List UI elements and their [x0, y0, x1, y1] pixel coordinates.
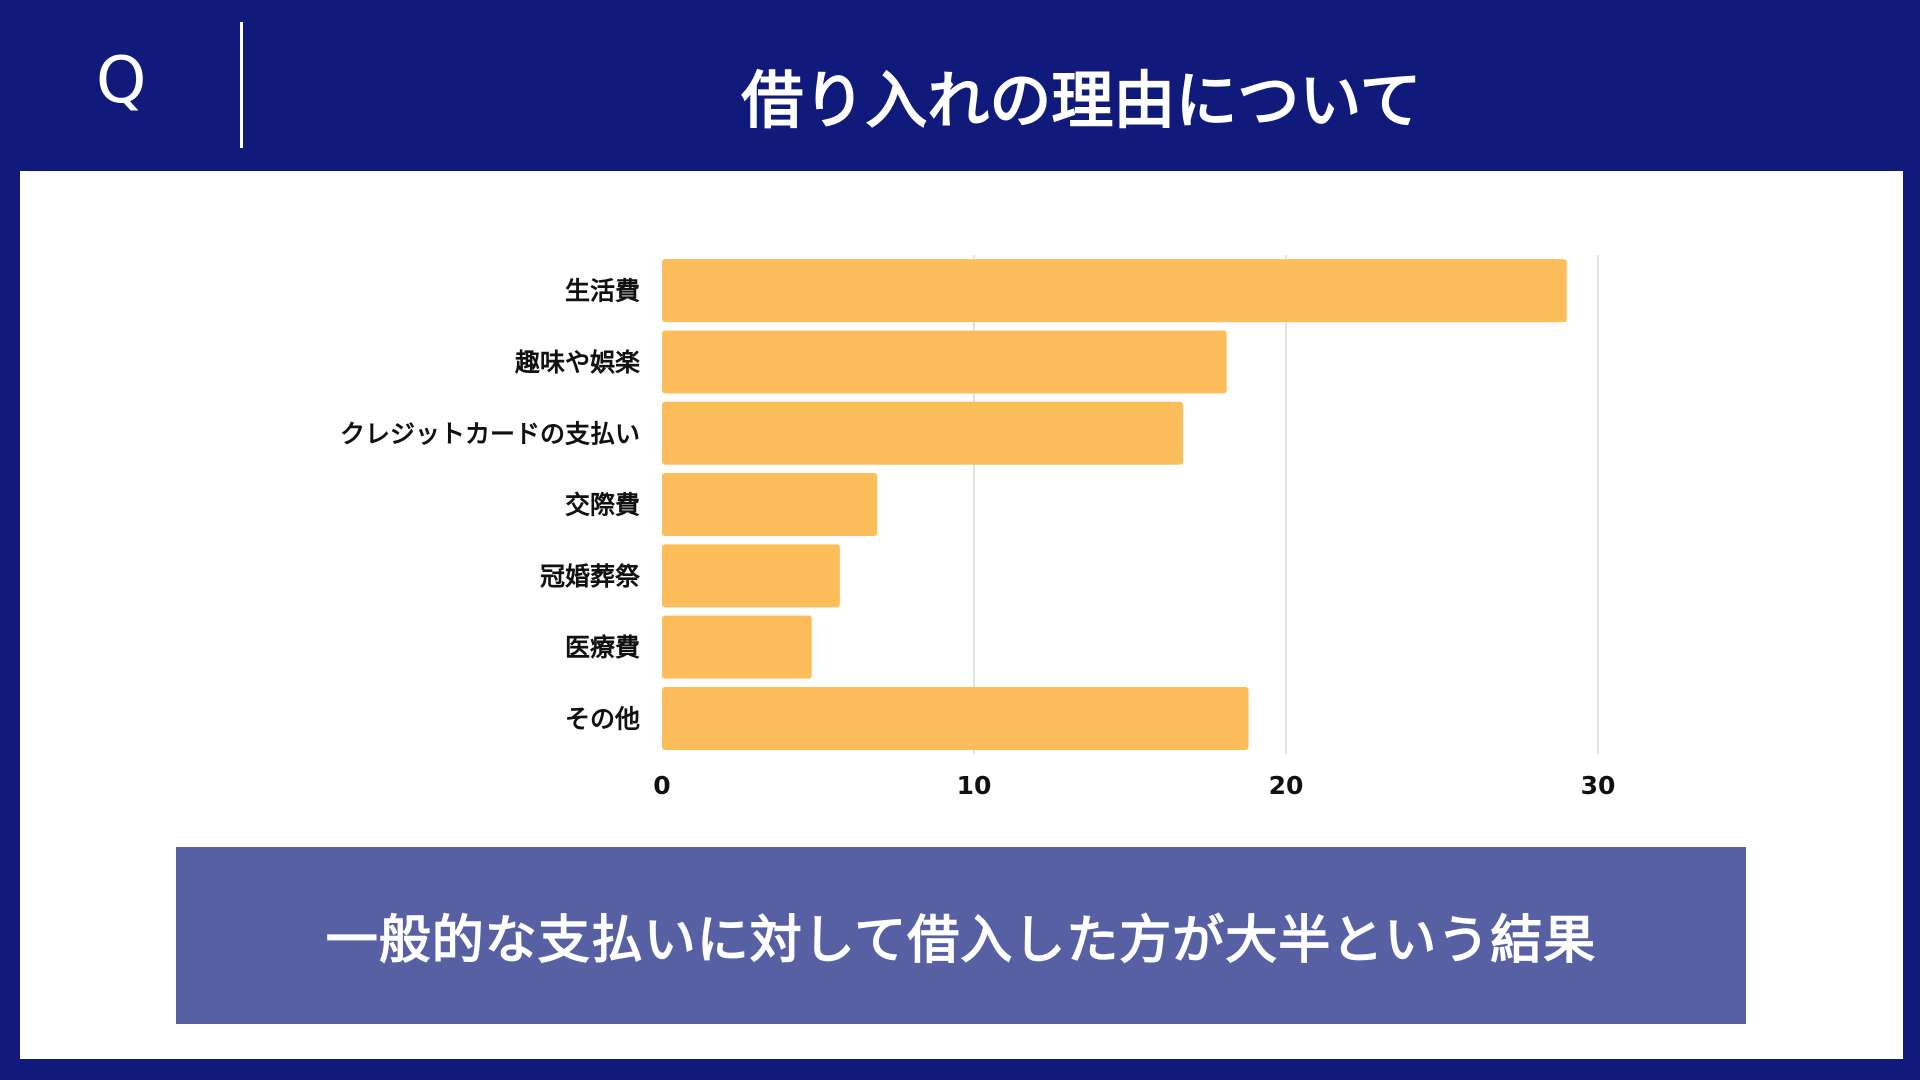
- category-label-3: 交際費: [565, 491, 640, 520]
- bar-5: [662, 615, 812, 679]
- x-tick-label-0: 0: [653, 771, 670, 800]
- x-tick-label-20: 20: [1269, 771, 1304, 800]
- bar-chart: 生活費趣味や娯楽クレジットカードの支払い交際費冠婚葬祭医療費その他 0 10 20 30: [20, 171, 1903, 831]
- x-tick-label-10: 10: [957, 771, 992, 800]
- header-divider: [240, 22, 243, 148]
- bar-0: [662, 259, 1567, 323]
- category-label-0: 生活費: [565, 277, 640, 306]
- page-title: 借り入れの理由について: [741, 64, 1422, 137]
- x-tick-label-30: 30: [1581, 771, 1616, 800]
- bar-3: [662, 473, 878, 537]
- conclusion-banner: 一般的な支払いに対して借入した方が大半という結果: [176, 847, 1746, 1024]
- category-label-2: クレジットカードの支払い: [340, 419, 640, 448]
- bar-2: [662, 401, 1184, 465]
- question-label: Q: [96, 44, 147, 118]
- category-label-1: 趣味や娯楽: [514, 348, 641, 377]
- header-bar: Q 借り入れの理由について: [0, 0, 1920, 170]
- conclusion-text: 一般的な支払いに対して借入した方が大半という結果: [325, 911, 1597, 971]
- bar-6: [662, 686, 1249, 750]
- bar-1: [662, 330, 1227, 394]
- bar-4: [662, 544, 840, 608]
- category-label-6: その他: [565, 704, 640, 733]
- category-label-4: 冠婚葬祭: [540, 562, 641, 591]
- category-label-5: 医療費: [565, 633, 640, 662]
